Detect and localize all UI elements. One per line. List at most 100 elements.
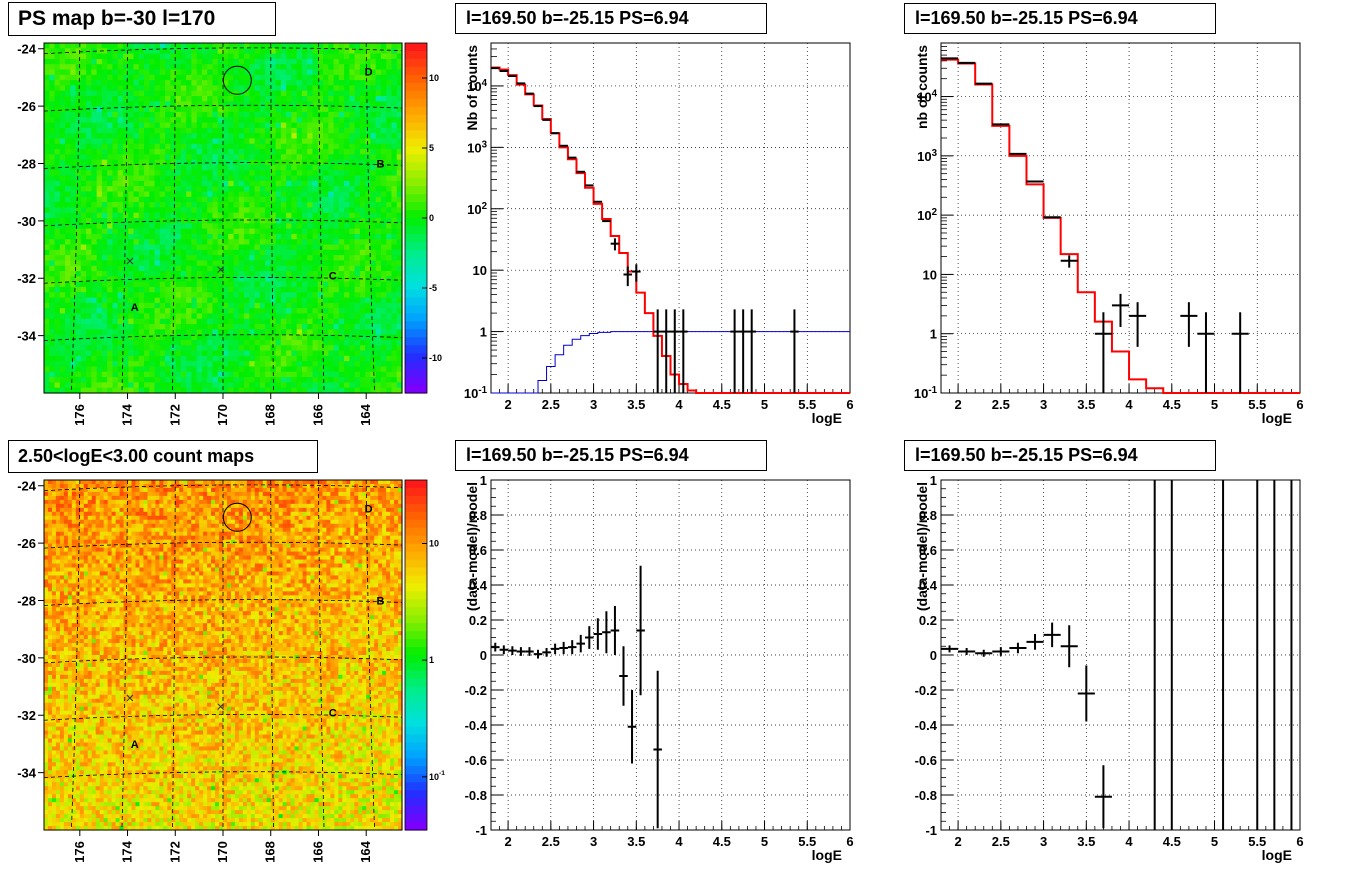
colorbar-segment: [405, 639, 427, 648]
y-axis-label: nb of counts: [914, 45, 930, 129]
y-tick-label: 1: [930, 473, 937, 488]
y-tick-label: 0.2: [919, 613, 937, 628]
colorbar-segment: [405, 377, 427, 386]
colorbar-segment: [405, 186, 427, 195]
colorbar-segment: [405, 631, 427, 640]
y-tick-label: -0.6: [915, 753, 937, 768]
colorbar-segment: [405, 480, 427, 489]
colorbar-segment: [405, 679, 427, 688]
x-tick-label: 4: [1125, 834, 1133, 849]
y-tick-label: -34: [17, 766, 37, 781]
y-axis-label: (data-model)/model: [464, 482, 480, 611]
colorbar-segment: [405, 385, 427, 394]
colorbar-segment: [405, 178, 427, 187]
x-tick-label: 170: [215, 404, 230, 426]
x-tick-label: 6: [846, 397, 853, 412]
x-tick-label: 4.5: [713, 834, 731, 849]
x-tick-label: 3: [1040, 834, 1047, 849]
colorbar-tick-label: 10: [429, 538, 439, 548]
colorbar-segment: [405, 282, 427, 291]
source-label-D: D: [365, 504, 373, 516]
plot-frame-2: [941, 43, 1300, 393]
title-spectrum-fine: l=169.50 b=-25.15 PS=6.94: [455, 3, 767, 34]
x-tick-label: 172: [167, 404, 182, 426]
x-tick-label: 3.5: [1077, 397, 1095, 412]
colorbar-segment: [405, 496, 427, 505]
colorbar-segment: [405, 806, 427, 815]
y-tick-label: -24: [17, 479, 37, 494]
colorbar-segment: [405, 266, 427, 275]
colorbar-segment: [405, 583, 427, 592]
y-tick-label: 10-1: [464, 385, 488, 401]
y-tick-label: 10-1: [914, 385, 938, 401]
x-tick-label: 3: [590, 397, 597, 412]
colorbar-segment: [405, 345, 427, 354]
colorbar-segment: [405, 202, 427, 211]
y-tick-label: -0.8: [465, 788, 487, 803]
colorbar-tick-label: 10-1: [429, 770, 445, 782]
colorbar-segment: [405, 337, 427, 346]
colorbar-segment: [405, 655, 427, 664]
colorbar-segment: [405, 774, 427, 783]
plot-frame-1: [491, 43, 850, 393]
colorbar-segment: [405, 488, 427, 497]
x-tick-label: 166: [310, 404, 325, 426]
y-tick-label: -34: [17, 329, 37, 344]
x-axis-label: logE: [812, 847, 842, 863]
title-ps-map: PS map b=-30 l=170: [8, 2, 276, 36]
x-tick-label: 176: [72, 404, 87, 426]
colorbar-segment: [405, 210, 427, 219]
colorbar-segment: [405, 242, 427, 251]
x-tick-label: 5: [761, 397, 768, 412]
colorbar-segment: [405, 591, 427, 600]
x-tick-label: 174: [120, 840, 135, 862]
colorbar-segment: [405, 194, 427, 203]
colorbar-segment: [405, 615, 427, 624]
colorbar-segment: [405, 544, 427, 553]
colorbar-segment: [405, 647, 427, 656]
colorbar-segment: [405, 607, 427, 616]
colorbar-segment: [405, 369, 427, 378]
x-tick-label: 168: [263, 841, 278, 863]
colorbar-tick-label: 5: [429, 143, 434, 153]
y-tick-label: 1: [480, 473, 487, 488]
y-tick-label: -32: [17, 271, 36, 286]
colorbar-segment: [405, 735, 427, 744]
colorbar-segment: [405, 727, 427, 736]
x-tick-label: 4.5: [713, 397, 731, 412]
y-tick-label: -1: [475, 823, 487, 838]
x-tick-label: 4: [1125, 397, 1133, 412]
plot-frame-4: [491, 480, 850, 830]
y-tick-label: 0: [930, 648, 937, 663]
colorbar-segment: [405, 711, 427, 720]
y-tick-label: -0.2: [915, 683, 937, 698]
x-tick-label: 3: [590, 834, 597, 849]
y-tick-label: -0.6: [465, 753, 487, 768]
colorbar-segment: [405, 162, 427, 171]
x-tick-label: 4: [675, 397, 683, 412]
colorbar-segment: [405, 361, 427, 370]
colorbar-segment: [405, 226, 427, 235]
y-tick-label: -0.4: [465, 718, 488, 733]
y-tick-label: -0.2: [465, 683, 487, 698]
source-label-C: C: [329, 270, 337, 282]
x-tick-label: 176: [72, 841, 87, 863]
colorbar-segment: [405, 695, 427, 704]
x-tick-label: 3.5: [1077, 834, 1095, 849]
y-tick-label: 102: [467, 201, 487, 217]
x-tick-label: 4.5: [1163, 834, 1181, 849]
x-tick-label: 2.5: [992, 834, 1010, 849]
colorbar-segment: [405, 719, 427, 728]
source-label-B: B: [377, 158, 385, 170]
title-residual-fine: l=169.50 b=-25.15 PS=6.94: [455, 440, 767, 471]
source-label-B: B: [377, 595, 385, 607]
x-tick-label: 2: [504, 397, 511, 412]
colorbar-segment: [405, 623, 427, 632]
source-label-A: A: [131, 302, 139, 314]
y-tick-label: 0.2: [469, 613, 487, 628]
x-tick-label: 168: [263, 404, 278, 426]
x-tick-label: 4: [675, 834, 683, 849]
colorbar-segment: [405, 798, 427, 807]
colorbar-segment: [405, 687, 427, 696]
y-tick-label: -0.4: [915, 718, 938, 733]
